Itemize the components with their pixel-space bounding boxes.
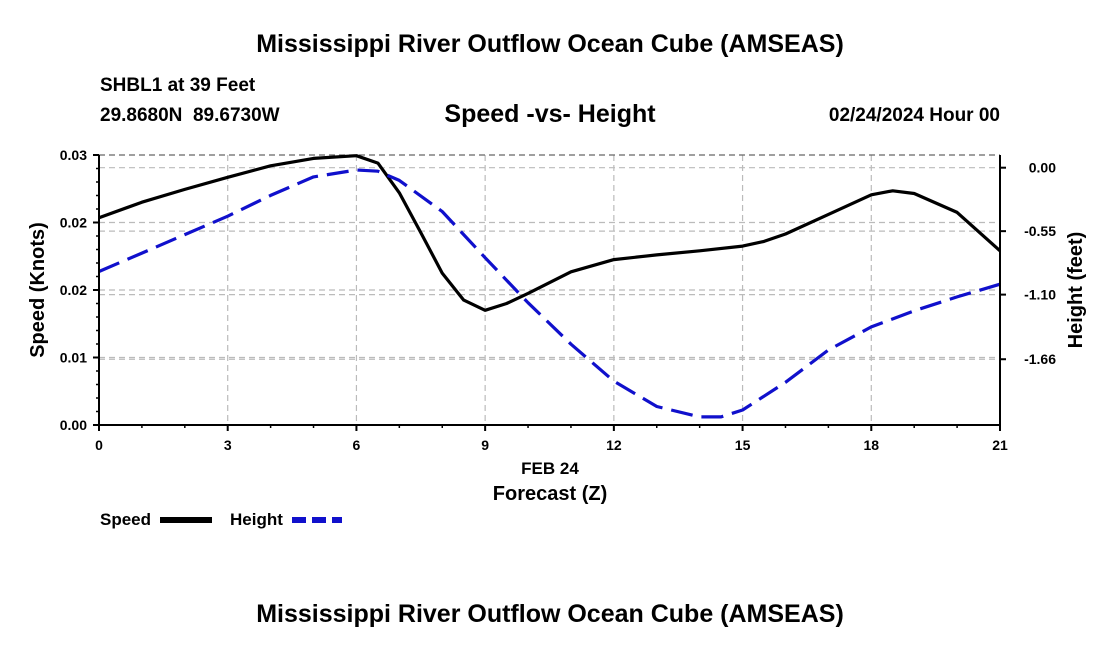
series-line-speed bbox=[98, 154, 1002, 312]
x-tick-label: 6 bbox=[353, 437, 361, 453]
x-tick-label: 18 bbox=[863, 437, 879, 453]
x-tick-label: 21 bbox=[992, 437, 1008, 453]
y-left-tick-label: 0.00 bbox=[60, 417, 87, 433]
x-tick-label: 9 bbox=[481, 437, 489, 453]
y-right-tick-label: -1.10 bbox=[1024, 287, 1056, 303]
speed-vs-height-chart: 0 3 6 9 12 15 18 21 0.00 0.01 0.02 0.02 0.03 0.00 -0.5… bbox=[27, 147, 1087, 529]
legend-speed-label: Speed bbox=[100, 510, 151, 529]
y-right-tick-label: 0.00 bbox=[1029, 160, 1056, 176]
tick-layer: 0 3 6 9 12 15 18 21 0.00 0.01 0.02 0.02 0.03 0.00 -0.5… bbox=[60, 147, 1056, 453]
forecast-datetime: 02/24/2024 Hour 00 bbox=[828, 105, 1000, 126]
legend: Speed Height bbox=[100, 510, 342, 529]
coordinates-label: 29.8680N 89.6730W bbox=[100, 105, 280, 126]
x-axis-date-label: FEB 24 bbox=[521, 459, 579, 478]
top-title: Mississippi River Outflow Ocean Cube (AM… bbox=[256, 30, 844, 58]
y-axis-left-title: Speed (Knots) bbox=[27, 222, 49, 358]
bottom-title: Mississippi River Outflow Ocean Cube (AM… bbox=[256, 600, 844, 628]
chart-subtitle: Speed -vs- Height bbox=[444, 100, 656, 128]
x-tick-label: 0 bbox=[95, 437, 103, 453]
x-tick-label: 12 bbox=[606, 437, 622, 453]
station-label: SHBL1 at 39 Feet bbox=[100, 75, 256, 96]
y-axis-right-title: Height (feet) bbox=[1065, 232, 1087, 349]
x-tick-label: 15 bbox=[735, 437, 751, 453]
legend-height-label: Height bbox=[230, 510, 283, 529]
series-layer bbox=[98, 154, 1002, 419]
grid-lines bbox=[99, 154, 1000, 425]
y-left-tick-label: 0.02 bbox=[60, 282, 87, 298]
y-left-tick-label: 0.02 bbox=[60, 215, 87, 231]
x-axis-title: Forecast (Z) bbox=[493, 483, 607, 505]
y-right-tick-label: -1.66 bbox=[1024, 351, 1056, 367]
series-line-height bbox=[98, 168, 1001, 419]
x-tick-label: 3 bbox=[224, 437, 232, 453]
y-right-tick-label: -0.55 bbox=[1024, 223, 1056, 239]
y-left-tick-label: 0.01 bbox=[60, 350, 87, 366]
y-left-tick-label: 0.03 bbox=[60, 147, 87, 163]
